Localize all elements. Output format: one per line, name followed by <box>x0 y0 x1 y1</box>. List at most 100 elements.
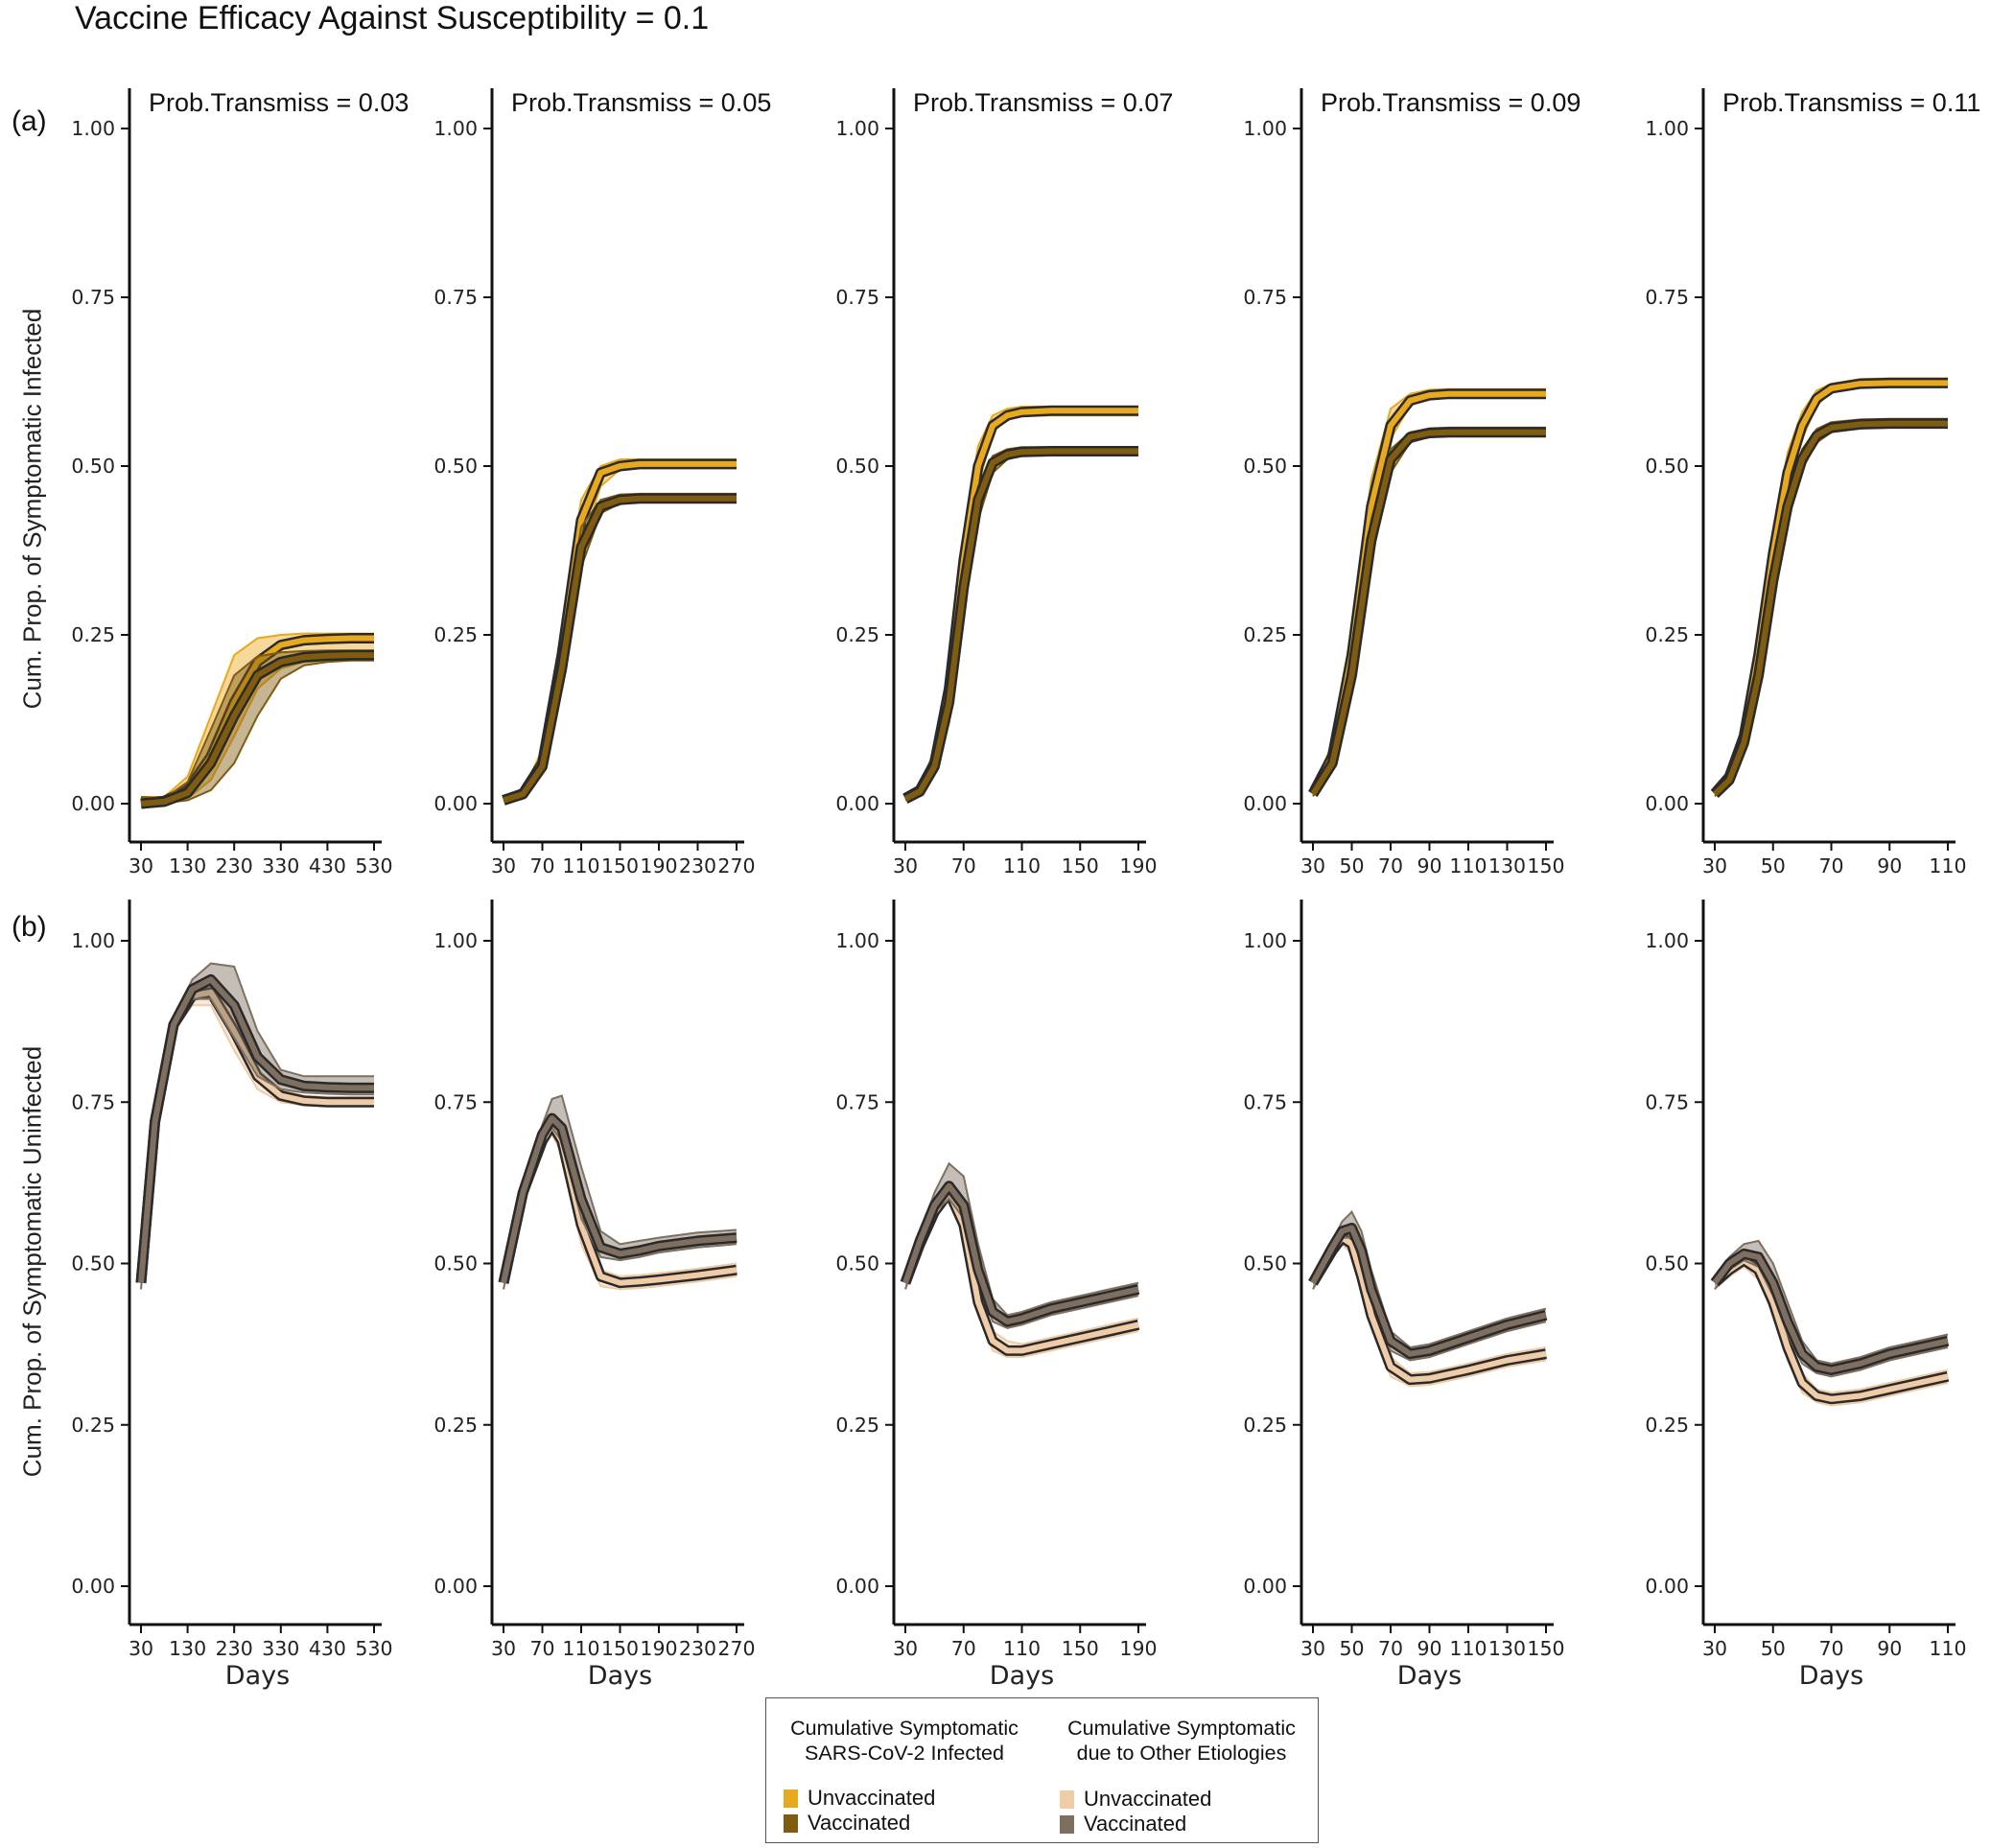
ci-upper-line <box>1714 1239 1949 1365</box>
legend-label-covid-unvaccinated: Unvaccinated <box>808 1786 936 1810</box>
y-tick-label: 0.75 <box>71 286 115 309</box>
y-tick-label: 0.50 <box>1645 455 1689 478</box>
panel-b-1: 0.00 0.25 0.50 0.75 1.00 30 130 230 330 430 530 Day… <box>71 900 393 1691</box>
y-tick-label: 0.50 <box>71 1252 115 1275</box>
x-tick-label: 230 <box>679 854 716 877</box>
x-tick-label: 50 <box>1761 854 1786 877</box>
series-line <box>902 1182 1139 1325</box>
x-tick-label: 30 <box>129 1637 153 1660</box>
y-tick-label: 0.75 <box>1645 1090 1689 1113</box>
panel-a-5: 0.00 0.25 0.50 0.75 1.00 30 50 70 90 110 Prob.Tran… <box>1645 88 1980 877</box>
ci-band <box>1313 388 1546 796</box>
x-tick-label: 110 <box>1449 1637 1487 1660</box>
x-axis-label: Days <box>225 1661 290 1691</box>
y-tick-label: 1.00 <box>1243 929 1287 952</box>
x-tick-label: 90 <box>1877 1637 1902 1660</box>
x-tick-label: 30 <box>1300 1637 1325 1660</box>
y-tick-label: 0.25 <box>1243 1414 1287 1437</box>
y-tick-label: 0.75 <box>433 1090 478 1113</box>
ci-lower-line <box>1312 435 1546 797</box>
x-tick-label: 70 <box>1378 854 1403 877</box>
ci-lower-line <box>904 1197 1139 1329</box>
x-tick-label: 110 <box>1449 854 1487 877</box>
y-tick-label: 0.00 <box>1645 792 1689 815</box>
y-tick-label: 0.00 <box>835 1575 879 1598</box>
x-tick-label: 30 <box>1702 1637 1727 1660</box>
y-tick-label: 0.75 <box>1243 1090 1287 1113</box>
series-line <box>1712 1251 1949 1373</box>
y-tick-label: 0.50 <box>433 1252 478 1275</box>
panel-b-3: 0.00 0.25 0.50 0.75 1.00 30 70 110 150 190 Days <box>835 900 1158 1691</box>
y-tick-label: 0.25 <box>835 623 879 646</box>
y-tick-label: 1.00 <box>835 929 879 952</box>
y-tick-label: 0.75 <box>835 1090 879 1113</box>
series-line <box>1310 1234 1547 1383</box>
series-line <box>501 1115 738 1284</box>
x-tick-label: 230 <box>216 1637 253 1660</box>
legend-key-covid-unvaccinated <box>784 1789 798 1808</box>
y-tick-label: 0.75 <box>71 1090 115 1113</box>
y-tick-label: 0.25 <box>71 1414 115 1437</box>
legend-item-other-unvaccinated: Unvaccinated <box>1060 1787 1211 1812</box>
x-tick-label: 230 <box>679 1637 716 1660</box>
y-tick-label: 0.50 <box>1243 455 1287 478</box>
y-tick-label: 1.00 <box>1243 117 1287 140</box>
panel-title: Prob.Transmiss = 0.05 <box>511 88 771 117</box>
x-tick-label: 190 <box>1119 1637 1157 1660</box>
legend-group2-title-line2: due to Other Etiologies <box>1076 1742 1287 1765</box>
x-tick-label: 150 <box>601 854 639 877</box>
legend-group1-title-line1: Cumulative Symptomatic <box>790 1717 1019 1740</box>
legend-group1-title: Cumulative Symptomatic SARS-CoV-2 Infect… <box>774 1716 1035 1766</box>
x-tick-label: 330 <box>262 1637 299 1660</box>
panel-a-4: 0.00 0.25 0.50 0.75 1.00 30 50 70 90 110 130 150 Pro… <box>1243 88 1581 877</box>
y-tick-label: 0.00 <box>1243 792 1287 815</box>
series-line <box>1310 1225 1547 1357</box>
x-tick-label: 90 <box>1417 1637 1441 1660</box>
x-tick-label: 30 <box>491 1637 516 1660</box>
legend-group1-title-line2: SARS-CoV-2 Infected <box>805 1742 1004 1765</box>
x-axis-label: Days <box>1799 1661 1863 1691</box>
series-line-outline <box>1711 418 1948 799</box>
legend-item-covid-vaccinated: Vaccinated <box>784 1811 910 1836</box>
panel-b-2: 0.00 0.25 0.50 0.75 1.00 30 70 110 150 190 230 270 D… <box>433 900 756 1691</box>
y-tick-label: 0.75 <box>1645 286 1689 309</box>
legend-item-other-vaccinated: Vaccinated <box>1060 1812 1186 1836</box>
panel-b-4: 0.00 0.25 0.50 0.75 1.00 30 50 70 90 110 130 150 Day… <box>1243 900 1565 1691</box>
y-tick-label: 0.25 <box>71 623 115 646</box>
ci-band <box>141 633 374 804</box>
legend-label-covid-vaccinated: Vaccinated <box>808 1811 911 1835</box>
x-tick-label: 230 <box>216 854 253 877</box>
row-tag-a: (a) <box>12 105 47 137</box>
x-tick-label: 50 <box>1339 854 1364 877</box>
x-tick-label: 90 <box>1877 854 1902 877</box>
series-line-outline <box>900 1181 1140 1327</box>
x-tick-label: 50 <box>1761 1637 1786 1660</box>
legend-group2-title: Cumulative Symptomatic due to Other Etio… <box>1046 1716 1317 1766</box>
x-tick-label: 30 <box>893 1637 918 1660</box>
x-tick-label: 150 <box>1527 1637 1564 1660</box>
x-tick-label: 70 <box>529 1637 554 1660</box>
panel-a-3: 0.00 0.25 0.50 0.75 1.00 30 70 110 150 190 Prob.Tr… <box>835 88 1173 877</box>
x-axis-label: Days <box>990 1661 1054 1691</box>
x-tick-label: 150 <box>601 1637 639 1660</box>
y-tick-label: 0.75 <box>1243 286 1287 309</box>
y-tick-label: 1.00 <box>433 117 478 140</box>
series-line <box>140 652 374 807</box>
x-tick-label: 530 <box>355 1637 392 1660</box>
x-tick-label: 110 <box>562 854 599 877</box>
x-tick-label: 70 <box>1818 1637 1843 1660</box>
x-tick-label: 50 <box>1339 1637 1364 1660</box>
x-tick-label: 430 <box>309 854 346 877</box>
series-line-outline <box>1308 388 1546 796</box>
x-tick-label: 150 <box>1527 854 1564 877</box>
y-tick-label: 1.00 <box>1645 929 1689 952</box>
ci-upper-line <box>503 492 737 801</box>
x-tick-label: 270 <box>717 854 755 877</box>
panel-title: Prob.Transmiss = 0.09 <box>1321 88 1581 117</box>
x-tick-label: 110 <box>1929 854 1966 877</box>
y-tick-label: 1.00 <box>71 929 115 952</box>
y-tick-label: 1.00 <box>433 929 478 952</box>
ci-lower-line <box>1312 1236 1547 1362</box>
y-tick-label: 0.50 <box>1645 1252 1689 1275</box>
y-tick-label: 1.00 <box>1645 117 1689 140</box>
